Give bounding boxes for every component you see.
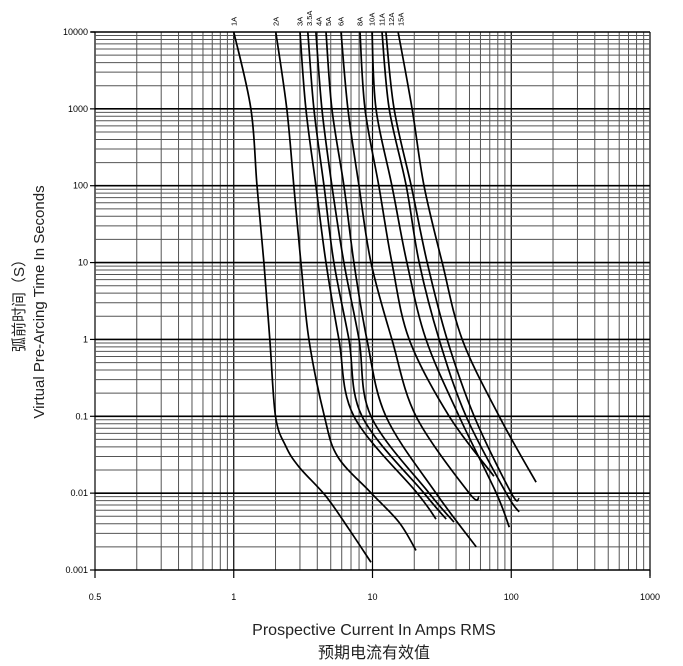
y-axis-title: Virtual Pre-Arcing Time In Seconds (31, 185, 48, 418)
curve-15A (397, 31, 537, 483)
x-axis-title: Prospective Current In Amps RMS (252, 622, 496, 639)
curve-2A (274, 31, 417, 551)
curve-labels: 1A 2A 3A 3.5A 4A 5A 6A 8A 10A 11A 12A 15A (229, 11, 405, 26)
curves (232, 31, 537, 563)
curve-8A (359, 31, 495, 477)
y-tick-label: 0.001 (65, 565, 88, 575)
y-tick-label: 1000 (68, 104, 88, 114)
x-tick-label: 10 (367, 592, 377, 602)
curve-label: 3A (296, 17, 305, 26)
curve-label: 2A (271, 17, 280, 26)
y-tick-label: 1 (83, 334, 88, 344)
curve-label: 8A (356, 17, 365, 26)
y-tick-label: 10 (78, 258, 88, 268)
curve-3-5A (306, 31, 447, 520)
curve-12A (385, 31, 520, 502)
curve-5A (325, 31, 477, 548)
x-tick-label: 1 (231, 592, 236, 602)
curve-3A (299, 31, 437, 520)
y-axis-title-cn: 弧前时间（S） (11, 252, 28, 352)
curve-label: 3.5A (305, 11, 314, 26)
curve-11A (381, 31, 520, 513)
curve-label: 12A (387, 13, 396, 26)
y-tick-label: 0.1 (75, 411, 88, 421)
y-tick-label: 100 (73, 181, 88, 191)
curve-10A (371, 31, 511, 528)
curve-label: 4A (315, 17, 324, 26)
curve-label: 5A (324, 17, 333, 26)
curve-4A (315, 31, 455, 523)
x-tick-label: 1000 (640, 592, 660, 602)
curve-1A (232, 31, 372, 563)
x-tick-label: 0.5 (89, 592, 102, 602)
grid (90, 31, 651, 578)
curve-label: 10A (368, 13, 377, 26)
curve-label: 15A (397, 13, 406, 26)
x-axis-title-cn: 预期电流有效值 (318, 644, 430, 662)
curve-6A (340, 31, 480, 501)
curve-label: 1A (229, 17, 238, 26)
x-tick-labels: 0.5 1 10 100 1000 (89, 592, 660, 602)
curve-label: 6A (337, 17, 346, 26)
x-tick-label: 100 (504, 592, 519, 602)
y-tick-label: 10000 (63, 27, 88, 37)
curve-label: 11A (378, 13, 387, 26)
y-tick-labels: 0.001 0.01 0.1 1 10 100 1000 10000 (63, 27, 88, 575)
y-tick-label: 0.01 (70, 488, 88, 498)
